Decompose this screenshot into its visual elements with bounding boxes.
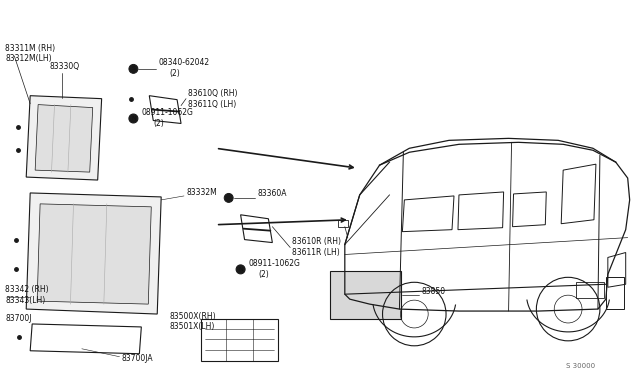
Text: 83312M(LH): 83312M(LH) [5,54,52,64]
Text: 83342 (RH): 83342 (RH) [5,285,49,294]
Circle shape [236,265,245,274]
Text: S 30000: S 30000 [566,363,595,369]
Text: (2): (2) [169,69,180,78]
Text: 83700J: 83700J [5,314,32,323]
Circle shape [129,64,138,73]
Bar [606,277,624,309]
Text: 08911-1062G: 08911-1062G [248,259,300,268]
Text: 83500X(RH): 83500X(RH) [169,311,216,321]
Text: 83343(LH): 83343(LH) [5,296,45,305]
Text: 83611R (LH): 83611R (LH) [292,248,340,257]
Polygon shape [26,193,161,314]
Bar [338,220,348,227]
Bar [576,282,604,298]
Text: 83360A: 83360A [257,189,287,198]
Text: 83700JA: 83700JA [122,354,153,363]
Text: 83311M (RH): 83311M (RH) [5,44,56,52]
Circle shape [224,193,233,202]
Polygon shape [37,204,151,304]
Text: N: N [238,267,243,272]
Text: 83501X(LH): 83501X(LH) [169,323,214,331]
Text: 83611Q (LH): 83611Q (LH) [188,100,236,109]
Text: S: S [131,66,135,71]
Text: (2): (2) [153,119,164,128]
Text: N: N [131,116,136,121]
Text: 83332M: 83332M [186,189,217,198]
Bar [201,319,278,361]
Text: 83610R (RH): 83610R (RH) [292,237,341,246]
Polygon shape [35,105,93,172]
Bar [330,271,401,319]
Text: 83330Q: 83330Q [49,62,79,71]
Text: 83850: 83850 [421,287,445,296]
Circle shape [129,114,138,123]
Polygon shape [26,96,102,180]
Text: 08911-1062G: 08911-1062G [141,108,193,117]
Text: 08340-62042: 08340-62042 [158,58,209,67]
Text: (2): (2) [259,270,269,279]
Text: 83610Q (RH): 83610Q (RH) [188,89,237,98]
